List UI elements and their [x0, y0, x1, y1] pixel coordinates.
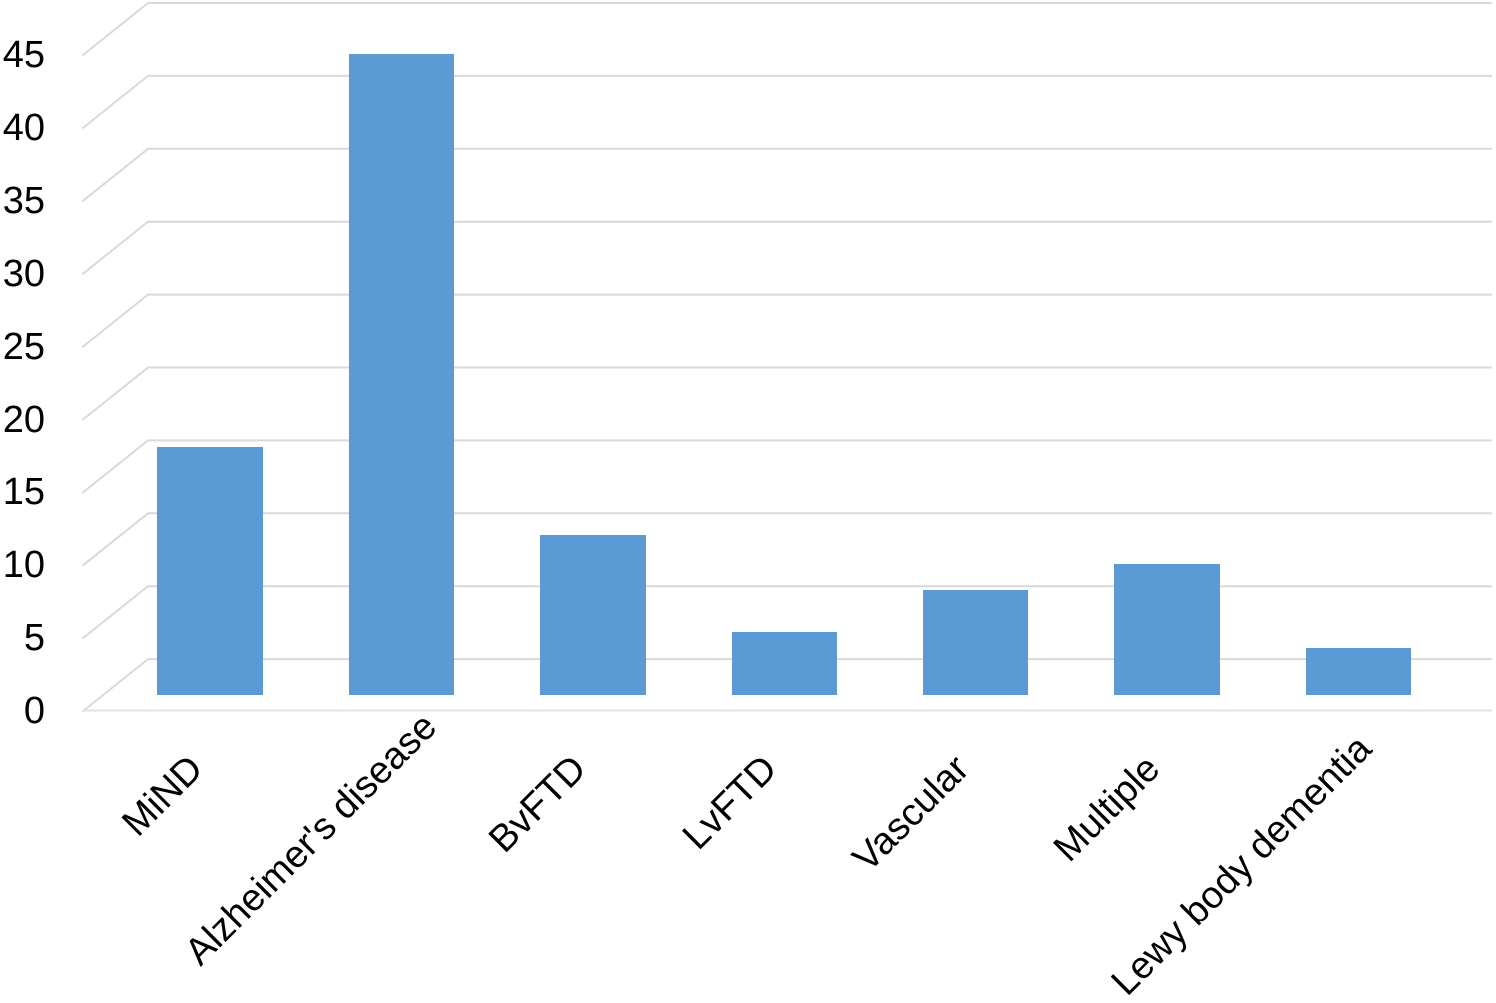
gridline-diagonal-0	[82, 658, 149, 713]
gridline-diagonal-35	[82, 147, 149, 202]
gridline-diagonal-45	[82, 2, 149, 56]
bar-mind	[157, 447, 263, 695]
bar-bvftd	[540, 534, 646, 695]
gridline-diagonal-15	[82, 439, 149, 494]
bar-vascular	[922, 590, 1029, 695]
y-axis-tick-label-5: 5	[23, 617, 45, 660]
bar-lvftd	[731, 632, 837, 695]
y-axis-tick-label-20: 20	[2, 398, 45, 441]
bar-multiple	[1114, 563, 1220, 695]
gridline-diagonal-5	[82, 585, 149, 640]
gridline-diagonal-25	[82, 293, 149, 348]
gridline-diagonal-10	[82, 512, 149, 567]
gridline-diagonal-20	[82, 366, 149, 421]
y-axis-tick-label-25: 25	[2, 325, 45, 368]
gridline-diagonal-30	[82, 220, 149, 275]
bar-alzheimer-s-disease	[348, 53, 455, 695]
y-axis-tick-label-30: 30	[2, 252, 45, 295]
y-axis-tick-label-35: 35	[2, 179, 45, 222]
gridline-diagonal-40	[82, 74, 149, 129]
y-axis-tick-label-45: 45	[2, 34, 45, 76]
y-axis-tick-label-0: 0	[23, 690, 45, 733]
y-axis-tick-label-10: 10	[2, 544, 45, 587]
bar-lewy-body-dementia	[1305, 648, 1412, 695]
y-axis-tick-label-15: 15	[2, 471, 45, 514]
y-axis-tick-label-40: 40	[2, 106, 45, 149]
